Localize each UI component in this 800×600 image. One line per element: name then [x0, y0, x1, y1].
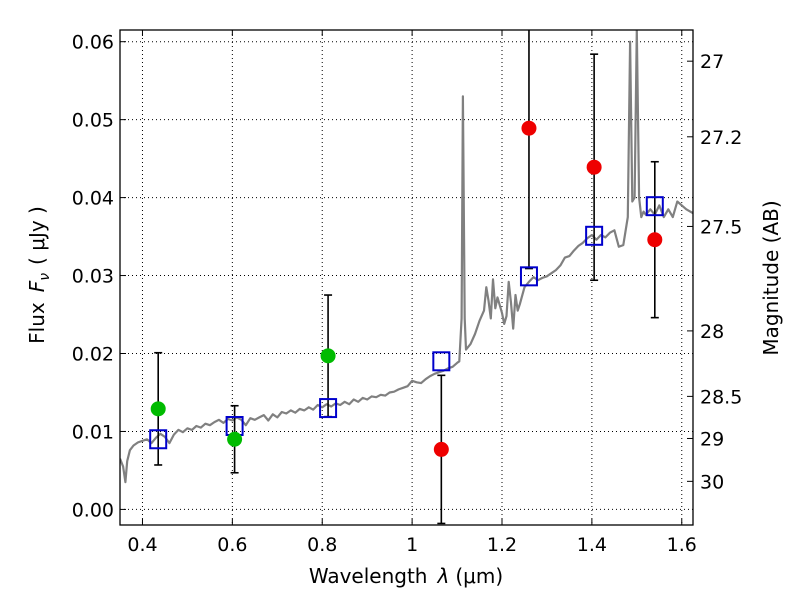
- y2-axis-label: Magnitude (AB): [759, 200, 783, 355]
- x-axis-label-symbol: λ: [437, 564, 450, 588]
- y-axis-label-subscript: ν: [37, 273, 53, 281]
- model-photometry-square: [585, 225, 604, 246]
- x-tick-label: 0.8: [307, 534, 337, 556]
- y-tick-label: 0.05: [72, 110, 114, 132]
- x-axis-label: Wavelength λ (μm): [309, 564, 503, 588]
- model-photometry-square: [319, 398, 338, 419]
- y-tick-label: 0.04: [72, 188, 114, 210]
- tick-labels: 0.4 0.6 0.8 1 1.2 1.4 1.6 0.00 0.01 0.02 0.03 0.04 0…: [72, 32, 743, 556]
- observed-point: [150, 401, 166, 417]
- x-tick-label: 1.4: [577, 534, 607, 556]
- x-tick-label: 0.4: [127, 534, 157, 556]
- plot-frame: [119, 29, 694, 526]
- y2-tick-label: 28.5: [700, 386, 742, 408]
- observed-point: [521, 120, 537, 136]
- observed-points-layer: [150, 120, 663, 457]
- y-tick-label: 0.06: [72, 32, 114, 54]
- y-axis-label-text: Flux: [25, 302, 49, 344]
- y-axis-label-symbol: F: [25, 280, 49, 292]
- observed-point: [586, 159, 602, 175]
- observed-point: [320, 348, 336, 364]
- x-tick-label: 1.2: [487, 534, 517, 556]
- y2-tick-label: 27: [700, 51, 724, 73]
- y-tick-label: 0.00: [72, 499, 114, 521]
- y2-tick-label: 28: [700, 321, 724, 343]
- model-photometry-square: [432, 351, 451, 372]
- observed-point: [227, 431, 243, 447]
- y-axis-label: Flux Fν ( μJy ): [25, 206, 53, 344]
- y-tick-label: 0.03: [72, 266, 114, 288]
- model-photometry-square: [645, 196, 664, 217]
- observed-point: [433, 441, 449, 457]
- x-axis-label-unit: (μm): [455, 564, 503, 588]
- model-photometry-square: [519, 266, 538, 287]
- y-axis-label-unit: ( μJy ): [25, 206, 49, 265]
- y2-tick-label: 30: [700, 471, 724, 493]
- model-photometry-square: [149, 429, 168, 450]
- x-tick-label: 1.6: [667, 534, 697, 556]
- observed-point: [647, 232, 663, 248]
- y2-tick-label: 29: [700, 428, 724, 450]
- x-tick-label: 0.6: [217, 534, 247, 556]
- y-tick-label: 0.01: [72, 421, 114, 443]
- y-tick-label: 0.02: [72, 344, 114, 366]
- y2-tick-label: 27.5: [700, 216, 742, 238]
- x-tick-label: 1: [406, 534, 418, 556]
- x-axis-label-text: Wavelength: [309, 564, 428, 588]
- axes: [119, 29, 694, 526]
- y2-tick-label: 27.2: [700, 127, 742, 149]
